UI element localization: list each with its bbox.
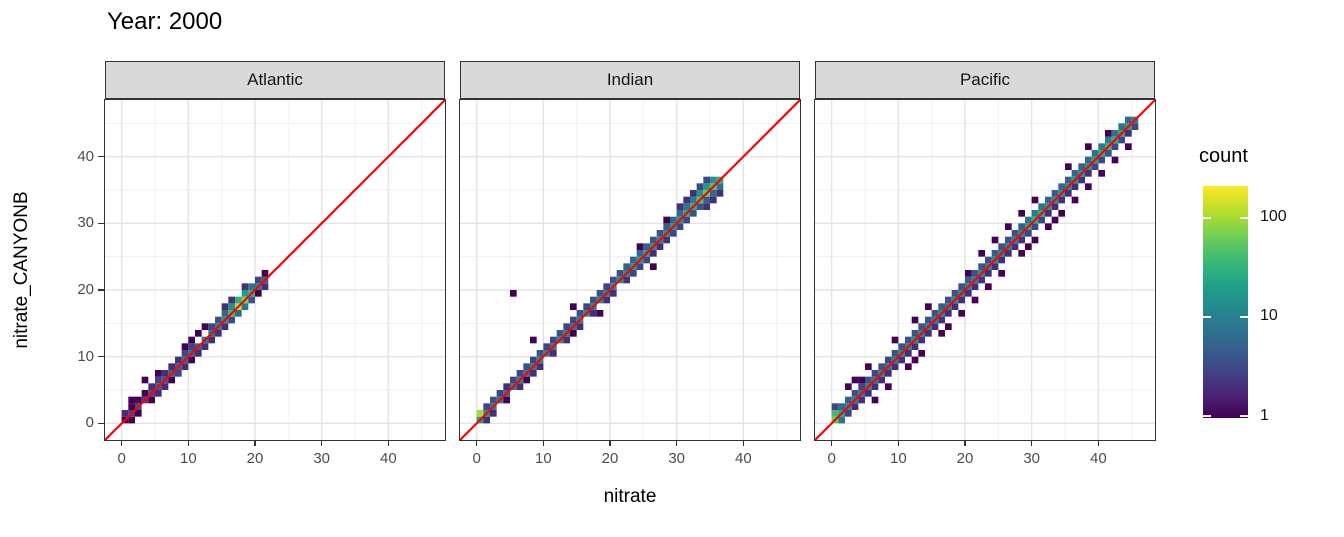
y-tick-mark — [98, 289, 104, 291]
facet-strip-indian: Indian — [460, 61, 800, 99]
x-tick-mark — [254, 441, 256, 446]
y-tick-mark — [98, 355, 104, 358]
legend-tick-mark — [1240, 216, 1248, 219]
legend-tick-mark — [1240, 415, 1248, 418]
x-tick-mark — [320, 441, 323, 446]
facet-plot-svg — [459, 99, 800, 440]
y-tick-label: 0 — [85, 414, 94, 432]
x-tick-mark — [897, 441, 900, 446]
major-grid — [104, 99, 445, 440]
legend-tick-label: 1 — [1260, 406, 1269, 424]
legend-colorbar — [1203, 186, 1248, 418]
x-axis-title: nitrate — [603, 486, 657, 507]
y-axis-title: nitrate_CANYONB — [11, 191, 32, 349]
y-tick-label: 10 — [77, 347, 94, 365]
x-tick-mark — [187, 441, 190, 446]
legend-tick-mark — [1203, 216, 1211, 219]
y-tick-mark — [98, 222, 104, 225]
facet-panel-pacific — [813, 98, 1156, 441]
x-tick-mark — [387, 441, 390, 446]
facet-strip-label: Pacific — [959, 70, 1011, 89]
legend-tick-label: 10 — [1260, 307, 1278, 325]
x-tick-label: 10 — [179, 450, 197, 467]
x-tick-label: 10 — [534, 450, 552, 467]
identity-line — [814, 99, 1155, 440]
identity-line — [104, 99, 445, 440]
x-tick-mark — [1030, 441, 1033, 446]
x-tick-label: 40 — [379, 450, 397, 467]
y-tick-mark — [98, 422, 104, 425]
facet-panel-indian — [458, 98, 801, 441]
x-tick-mark — [542, 441, 545, 446]
x-tick-label: 30 — [313, 450, 330, 467]
legend-tick-mark — [1203, 315, 1211, 318]
x-tick-label: 20 — [246, 450, 264, 467]
facet-strip-label: Indian — [606, 70, 654, 89]
x-tick-label: 20 — [956, 450, 974, 467]
x-tick-label: 0 — [472, 450, 481, 467]
legend-title: count — [1199, 145, 1248, 167]
x-tick-label: 0 — [827, 450, 836, 467]
x-tick-label: 40 — [734, 450, 752, 467]
x-tick-label: 40 — [1089, 450, 1107, 467]
facet-plot-svg — [814, 99, 1155, 440]
facet-strip-label: Atlantic — [247, 70, 303, 89]
facet-strip-pacific: Pacific — [815, 61, 1155, 99]
y-tick-label: 30 — [77, 214, 94, 232]
facet-plot-svg — [104, 99, 445, 440]
x-tick-label: 0 — [117, 450, 126, 467]
x-tick-mark — [964, 441, 966, 446]
x-tick-label: 10 — [889, 450, 907, 467]
facet-strip-atlantic: Atlantic — [105, 61, 445, 99]
x-tick-label: 20 — [601, 450, 619, 467]
y-tick-label: 20 — [77, 281, 94, 298]
plot-title: Year: 2000 — [107, 8, 223, 35]
x-tick-mark — [742, 441, 745, 446]
x-tick-mark — [675, 441, 678, 446]
facet-panel-atlantic — [103, 98, 446, 441]
y-tick-mark — [98, 155, 104, 158]
x-tick-mark — [475, 441, 478, 446]
x-tick-label: 30 — [668, 450, 685, 467]
identity-line — [459, 99, 800, 440]
x-tick-mark — [120, 441, 123, 446]
legend-tick-label: 100 — [1260, 208, 1287, 226]
major-grid — [459, 99, 800, 440]
y-tick-label: 40 — [77, 147, 94, 165]
legend-tick-mark — [1203, 415, 1211, 418]
x-tick-mark — [1097, 441, 1100, 446]
x-tick-mark — [609, 441, 611, 446]
x-tick-label: 30 — [1023, 450, 1040, 467]
x-tick-mark — [830, 441, 833, 446]
legend-tick-mark — [1240, 315, 1248, 318]
